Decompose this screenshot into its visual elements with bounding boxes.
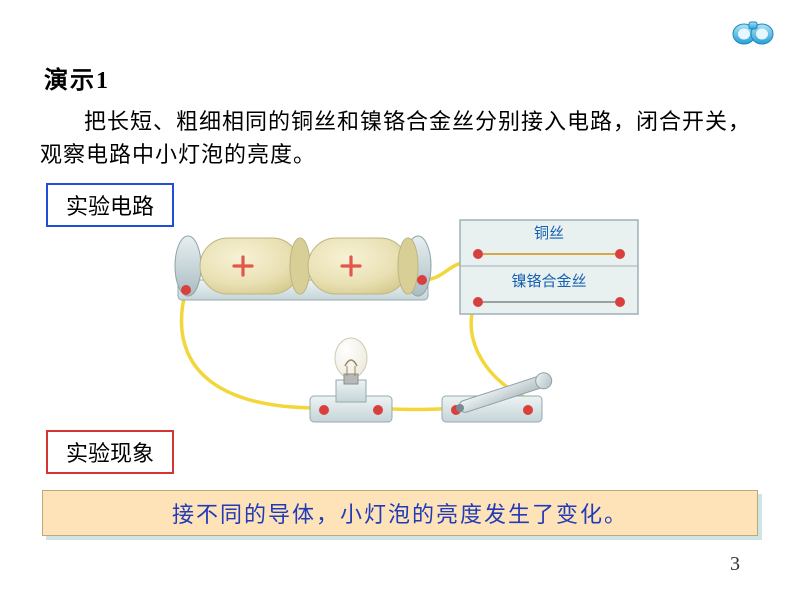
result-bar: 接不同的导体，小灯泡的亮度发生了变化。 — [42, 490, 758, 536]
copper-wire-label: 铜丝 — [534, 225, 564, 242]
battery-icon — [175, 236, 431, 300]
phenomenon-label: 实验现象 — [46, 430, 174, 474]
demo-description: 把长短、粗细相同的铜丝和镍铬合金丝分别接入电路，闭合开关，观察电路中小灯泡的亮度… — [40, 105, 760, 171]
circuit-label: 实验电路 — [46, 183, 174, 227]
binoculars-icon — [730, 14, 776, 53]
wire-panel: 铜丝 镍铬合金丝 — [460, 220, 638, 314]
demo-title: 演示1 — [44, 60, 760, 95]
result-text: 接不同的导体，小灯泡的亮度发生了变化。 — [172, 497, 628, 529]
nichrome-wire-label: 镍铬合金丝 — [511, 272, 586, 290]
circuit-diagram: 铜丝 镍铬合金丝 — [160, 210, 640, 430]
bulb-icon — [310, 338, 392, 422]
page-number: 3 — [730, 553, 740, 576]
